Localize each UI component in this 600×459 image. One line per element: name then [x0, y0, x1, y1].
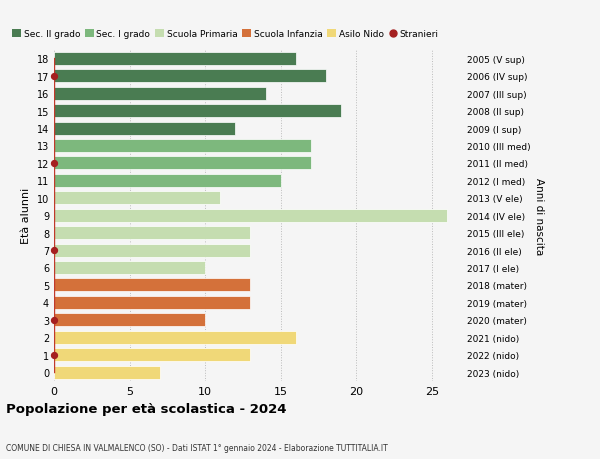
Bar — [54, 122, 235, 135]
Point — [49, 351, 59, 358]
Bar — [54, 244, 250, 257]
Bar — [54, 140, 311, 153]
Bar — [54, 53, 296, 66]
Point — [49, 73, 59, 80]
Point — [49, 247, 59, 254]
Bar — [54, 366, 160, 379]
Bar — [54, 157, 311, 170]
Bar — [54, 313, 205, 327]
Bar — [54, 227, 250, 240]
Legend: Sec. II grado, Sec. I grado, Scuola Primaria, Scuola Infanzia, Asilo Nido, Stran: Sec. II grado, Sec. I grado, Scuola Prim… — [8, 27, 442, 43]
Point — [49, 160, 59, 167]
Bar — [54, 192, 220, 205]
Bar — [54, 331, 296, 344]
Y-axis label: Età alunni: Età alunni — [21, 188, 31, 244]
Bar — [54, 348, 250, 361]
Bar — [54, 105, 341, 118]
Text: Popolazione per età scolastica - 2024: Popolazione per età scolastica - 2024 — [6, 403, 287, 415]
Text: COMUNE DI CHIESA IN VALMALENCO (SO) - Dati ISTAT 1° gennaio 2024 - Elaborazione : COMUNE DI CHIESA IN VALMALENCO (SO) - Da… — [6, 443, 388, 452]
Bar — [54, 174, 281, 187]
Bar — [54, 279, 250, 292]
Bar — [54, 261, 205, 274]
Point — [49, 316, 59, 324]
Bar — [54, 88, 266, 101]
Bar — [54, 70, 326, 83]
Bar — [54, 209, 447, 222]
Bar — [54, 296, 250, 309]
Y-axis label: Anni di nascita: Anni di nascita — [535, 177, 544, 254]
